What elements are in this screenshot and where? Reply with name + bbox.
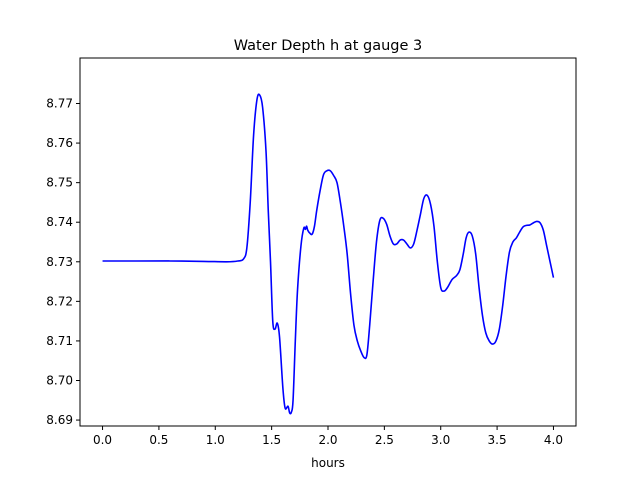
x-tick-label: 2.0 — [318, 433, 337, 447]
plot-area — [80, 58, 576, 426]
y-axis: 8.69 8.70 8.71 8.72 8.73 8.74 8.75 8.76 8.77 — [46, 97, 80, 427]
y-tick-label: 8.70 — [46, 373, 73, 387]
x-tick-label: 4.0 — [544, 433, 563, 447]
x-tick-label: 3.5 — [488, 433, 507, 447]
x-tick-label: 1.5 — [262, 433, 281, 447]
x-axis-label: hours — [311, 456, 345, 470]
series-line-0 — [102, 93, 555, 415]
y-tick-label: 8.69 — [46, 413, 73, 427]
y-tick-label: 8.77 — [46, 97, 73, 111]
y-tick-label: 8.75 — [46, 176, 73, 190]
x-tick-label: 2.5 — [375, 433, 394, 447]
x-tick-label: 3.0 — [431, 433, 450, 447]
y-tick-label: 8.72 — [46, 294, 73, 308]
x-tick-label: 0.0 — [93, 433, 112, 447]
x-tick-label: 0.5 — [149, 433, 168, 447]
x-axis: 0.0 0.5 1.0 1.5 2.0 2.5 3.0 3.5 4.0 — [93, 426, 563, 447]
y-tick-label: 8.73 — [46, 255, 73, 269]
y-tick-label: 8.74 — [46, 215, 73, 229]
x-tick-label: 1.0 — [206, 433, 225, 447]
y-tick-label: 8.76 — [46, 136, 73, 150]
chart-title: Water Depth h at gauge 3 — [234, 38, 422, 54]
series-layer — [102, 93, 555, 415]
y-tick-label: 8.71 — [46, 334, 73, 348]
